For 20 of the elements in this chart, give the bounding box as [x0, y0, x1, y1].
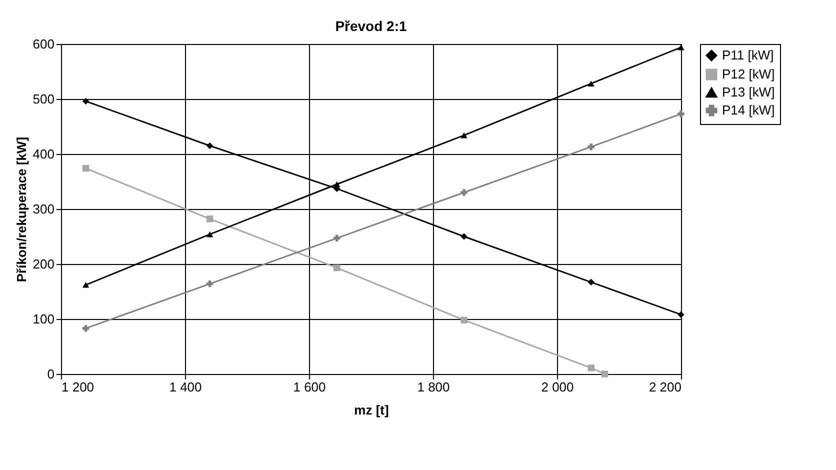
x-axis-title: mz [t] — [354, 402, 389, 418]
legend-label: P13 [kW] — [722, 84, 775, 100]
y-tick-label: 100 — [32, 312, 54, 326]
x-tick-label: 1 800 — [417, 380, 450, 394]
y-axis-title: Příkon/rekuperace [kW] — [14, 136, 29, 282]
y-tick-label: 200 — [32, 256, 54, 272]
legend-label: P12 [kW] — [722, 66, 775, 82]
y-tick-label: 300 — [32, 202, 54, 216]
chart-title: Převod 2:1 — [335, 18, 408, 34]
y-tick-label: 400 — [32, 146, 54, 162]
y-tick-label: 500 — [32, 92, 54, 106]
x-tick-label: 2 000 — [541, 380, 574, 394]
x-tick-label: 1 400 — [169, 380, 202, 394]
y-tick-label: 0 — [47, 366, 54, 382]
legend-label: P14 [kW] — [722, 102, 775, 118]
y-tick-label: 600 — [32, 36, 54, 52]
legend-label: P11 [kW] — [722, 48, 774, 62]
x-tick-label: 2 200 — [648, 380, 682, 394]
x-tick-label: 1 600 — [293, 380, 326, 394]
x-tick-label: 1 200 — [62, 380, 94, 394]
